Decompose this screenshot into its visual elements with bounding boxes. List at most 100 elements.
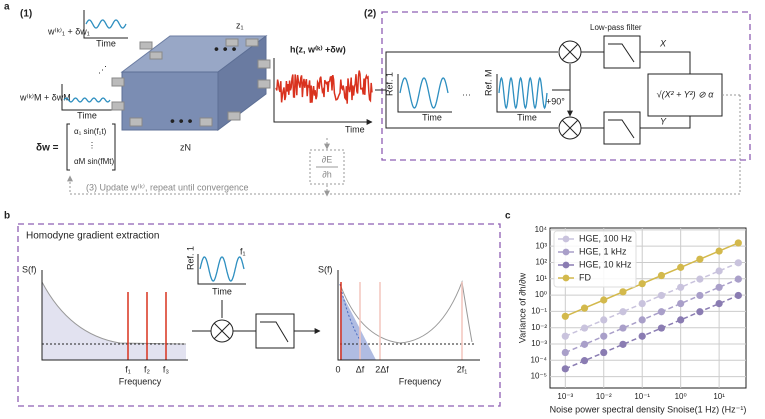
y-tick-label: 10¹ — [535, 274, 547, 283]
tick-label: 0 — [335, 364, 340, 374]
y-axis-label: Variance of ∂h/∂w — [517, 272, 527, 343]
data-point — [657, 324, 666, 332]
matrix-entry: αM sin(fMt) — [74, 157, 115, 166]
data-point — [580, 304, 589, 312]
step-label: (1) — [20, 9, 32, 20]
device-side — [217, 35, 267, 131]
axis-label: Frequency — [399, 376, 442, 386]
legend-marker — [562, 235, 570, 243]
data-point — [619, 324, 627, 332]
data-point — [734, 259, 742, 267]
series-line — [565, 294, 739, 370]
tick-label: f₂ — [144, 364, 151, 374]
low-pass-filter — [255, 313, 295, 349]
legend-marker — [562, 261, 570, 269]
axis-label: Time — [517, 112, 537, 122]
data-point — [657, 308, 666, 316]
axis — [397, 74, 452, 113]
matrix-entry: ⋮ — [88, 141, 96, 150]
data-point — [600, 316, 608, 324]
filter-icon — [608, 119, 635, 139]
ellipsis: ⋰ — [98, 64, 107, 74]
data-point — [600, 296, 608, 304]
data-point — [638, 332, 646, 340]
signal-path — [581, 51, 691, 129]
filter-label: Low-pass filter — [590, 23, 642, 32]
waveform — [399, 77, 449, 109]
data-point — [580, 324, 589, 332]
spectrum — [339, 280, 473, 344]
phase-label: +90° — [546, 96, 565, 106]
spectrum-fill — [42, 282, 186, 360]
axis — [61, 84, 112, 111]
step-label: (2) — [364, 9, 376, 20]
waveform — [199, 256, 245, 282]
axis-label: Time — [345, 124, 365, 134]
axis-label: S(f) — [318, 264, 333, 274]
y-tick-label: 10⁻³ — [531, 339, 547, 348]
data-point — [638, 300, 646, 308]
tick-label: 2Δf — [375, 364, 389, 374]
output-formula: √(X² + Y²) ⊘ α — [657, 89, 715, 99]
x-tick-label: 10⁻¹ — [634, 392, 650, 401]
data-point — [696, 255, 704, 263]
data-point — [677, 316, 685, 324]
axis — [41, 270, 188, 361]
data-point — [561, 365, 569, 373]
signal-label: X — [659, 38, 667, 48]
signal-label: Y — [660, 116, 667, 126]
axis-label: Time — [96, 38, 116, 48]
ref-label: Ref. 1 — [185, 246, 195, 270]
input-label: z₁ — [236, 20, 244, 30]
x-tick-label: 10¹ — [713, 392, 725, 401]
y-tick-label: 10⁻⁴ — [530, 355, 547, 364]
waveform — [498, 76, 548, 110]
panel-label: b — [4, 211, 10, 222]
waveform — [63, 97, 111, 103]
feedback-arrow — [67, 150, 741, 195]
data-point — [715, 300, 723, 308]
panel-c-chart: 10⁻³ 10⁻² 10⁻¹ 10⁰ 10¹ 10⁻⁵ 10⁻⁴ 10⁻³ 10⁻² 10⁻¹ 10… — [517, 225, 747, 414]
legend-marker — [562, 248, 570, 256]
tones — [127, 292, 167, 360]
output-box — [647, 73, 723, 117]
x-tick-label: 10⁻² — [596, 392, 612, 401]
series-line — [565, 278, 739, 354]
panel-title: Homodyne gradient extraction — [26, 231, 159, 242]
low-pass-filter — [603, 111, 641, 145]
y-tick-label: 10⁴ — [535, 225, 548, 234]
weight-label: w⁽ᵏ⁾M + δwM — [19, 92, 71, 102]
freq-label: f₁ — [240, 246, 246, 256]
derivative-box — [309, 149, 345, 185]
x-tick-label: 10⁻³ — [557, 392, 573, 401]
legend-label: HGE, 10 kHz — [579, 259, 632, 269]
y-tick-label: 10⁻² — [531, 323, 547, 332]
axis — [197, 254, 246, 285]
tick-label: 2f₁ — [457, 364, 468, 374]
data-point — [619, 288, 627, 296]
legend-label: HGE, 100 Hz — [579, 233, 633, 243]
axis — [337, 270, 480, 361]
data-point — [715, 267, 723, 275]
ellipsis: ··· — [462, 89, 471, 99]
data-point — [657, 291, 666, 300]
waveform — [85, 19, 127, 29]
axis-label: Time — [77, 110, 97, 120]
weight-label: w⁽ᵏ⁾₁ + δw₁ — [47, 26, 90, 36]
axis — [273, 58, 373, 125]
data-point — [638, 316, 646, 324]
panel-label: c — [505, 211, 511, 222]
axis — [83, 10, 128, 39]
signal-path — [375, 51, 558, 129]
x-tick-label: 10⁰ — [675, 392, 687, 401]
filter-icon — [608, 43, 635, 63]
data-point — [600, 348, 608, 357]
input-label: zN — [180, 142, 191, 152]
ellipsis: • • • — [214, 41, 237, 57]
data-point — [657, 271, 666, 280]
extraction-box — [17, 223, 501, 407]
data-point — [619, 308, 627, 316]
axis-label: Time — [422, 112, 442, 122]
filter-icon — [260, 321, 289, 343]
data-point — [696, 291, 704, 300]
